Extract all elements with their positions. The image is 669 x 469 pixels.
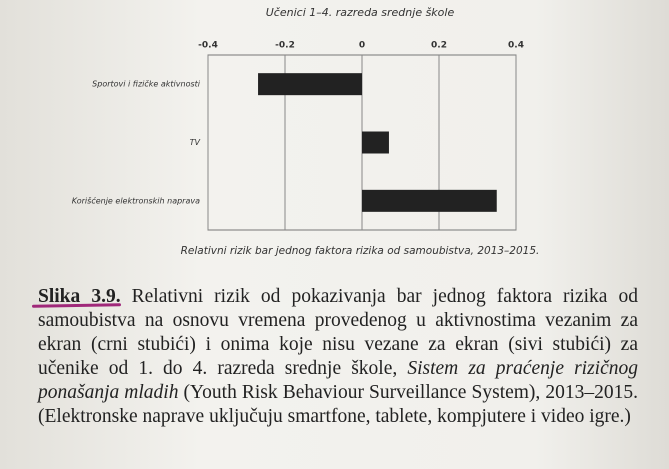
y-tick-label: Sportovi i fizičke aktivnosti (92, 79, 201, 89)
x-tick-label: 0.4 (508, 41, 524, 51)
highlight-underline (31, 303, 121, 308)
x-tick-label: 0 (359, 41, 365, 51)
caption-label-text: Slika 3.9. (38, 286, 121, 307)
caption-text: Sistem za praćenje rizičnog ponašanja ml… (38, 358, 638, 403)
y-tick-label: TV (190, 138, 201, 147)
x-tick-label: 0.2 (431, 41, 447, 51)
bar (258, 73, 362, 96)
chart: Učenici 1–4. razreda srednje škole Relat… (72, 6, 540, 257)
figure-caption: Slika 3.9. Relativni rizik od pokazivanj… (31, 285, 638, 429)
x-axis-label: Relativni rizik bar jednog faktora rizik… (181, 245, 540, 257)
caption-text: (Youth Risk Behaviour Surveillance Syste… (38, 382, 638, 427)
caption-text: Relativni rizik od pokazivanja bar jedno… (38, 286, 638, 379)
caption-label: Slika 3.9. (31, 286, 121, 308)
bar (362, 131, 389, 154)
x-tick-label: -0.2 (275, 41, 295, 51)
x-tick-label: -0.4 (198, 41, 218, 51)
bar (362, 189, 497, 212)
y-tick-label: Korišćenje elektronskih naprava (72, 195, 200, 205)
chart-title: Učenici 1–4. razreda srednje škole (266, 6, 455, 19)
